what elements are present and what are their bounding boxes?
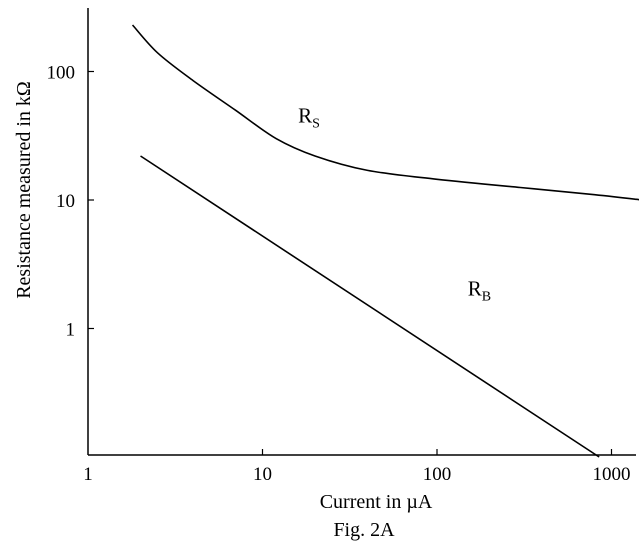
y-tick-label: 100 xyxy=(47,63,76,84)
series-label-main: R xyxy=(468,277,482,301)
series-label-sub: B xyxy=(482,290,491,305)
y-tick-label: 1 xyxy=(66,320,76,341)
series-line-r-b xyxy=(140,155,600,458)
x-tick-label: 10 xyxy=(253,464,272,485)
y-tick-label: 10 xyxy=(56,191,75,212)
x-ticks: 1 10 100 1000 xyxy=(83,449,631,485)
x-tick-label: 1 xyxy=(83,464,93,485)
series-label-r-b: RB xyxy=(468,277,491,305)
series-label-r-s: RS xyxy=(298,104,320,132)
series-label-main: R xyxy=(298,104,312,128)
figure-caption: Fig. 2A xyxy=(333,519,395,541)
x-tick-label: 100 xyxy=(423,464,452,485)
y-ticks: 1 10 100 xyxy=(47,63,94,341)
series-label-sub: S xyxy=(312,117,320,132)
x-tick-label: 1000 xyxy=(593,464,631,485)
y-axis-title: Resistance measured in kΩ xyxy=(13,81,35,299)
x-axis-title: Current in µA xyxy=(320,491,433,513)
series-line-r-s xyxy=(131,24,639,201)
